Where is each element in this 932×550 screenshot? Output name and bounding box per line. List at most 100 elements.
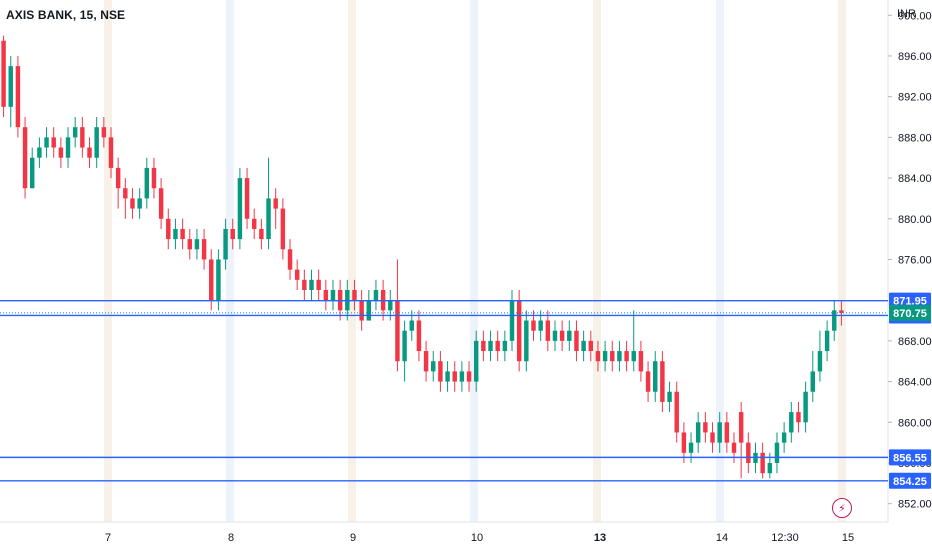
candle[interactable] bbox=[681, 422, 687, 463]
candle[interactable] bbox=[173, 218, 178, 250]
candle[interactable] bbox=[832, 300, 837, 341]
candle[interactable] bbox=[423, 340, 429, 382]
candle[interactable] bbox=[717, 412, 722, 453]
candle[interactable] bbox=[123, 178, 128, 219]
candle[interactable] bbox=[466, 361, 472, 392]
candle[interactable] bbox=[22, 117, 28, 199]
candle[interactable] bbox=[94, 117, 99, 168]
candle[interactable] bbox=[87, 137, 92, 168]
candle[interactable] bbox=[80, 117, 85, 158]
candle[interactable] bbox=[352, 279, 357, 311]
candle[interactable] bbox=[459, 361, 465, 392]
horizontal-lines[interactable] bbox=[0, 299, 888, 482]
candle[interactable] bbox=[158, 178, 164, 229]
candle[interactable] bbox=[280, 198, 286, 260]
candle[interactable] bbox=[187, 228, 192, 260]
candle[interactable] bbox=[8, 55, 13, 128]
candle[interactable] bbox=[230, 218, 235, 250]
candle[interactable] bbox=[180, 218, 185, 250]
candle[interactable] bbox=[695, 412, 701, 453]
candle[interactable] bbox=[266, 157, 271, 250]
candle[interactable] bbox=[137, 188, 142, 219]
candle[interactable] bbox=[58, 137, 64, 168]
candle[interactable] bbox=[431, 351, 436, 382]
candle[interactable] bbox=[330, 279, 336, 311]
candle[interactable] bbox=[516, 290, 522, 372]
candle[interactable] bbox=[194, 228, 200, 260]
candle[interactable] bbox=[724, 412, 730, 453]
candle[interactable] bbox=[37, 137, 42, 168]
price-axis[interactable]: 900.00 896.00 892.00 888.00 884.00 880.00 876.… bbox=[888, 10, 932, 511]
candle[interactable] bbox=[638, 340, 644, 382]
candle[interactable] bbox=[817, 330, 823, 382]
candle[interactable] bbox=[452, 361, 457, 392]
candle[interactable] bbox=[294, 259, 300, 290]
candle[interactable] bbox=[781, 422, 787, 453]
candle[interactable] bbox=[251, 208, 257, 240]
candle[interactable] bbox=[359, 290, 364, 331]
candle[interactable] bbox=[796, 401, 801, 433]
candle[interactable] bbox=[839, 300, 844, 326]
candle[interactable] bbox=[524, 310, 529, 372]
candle[interactable] bbox=[559, 320, 565, 352]
candle[interactable] bbox=[552, 320, 558, 352]
candle[interactable] bbox=[151, 157, 157, 199]
candle[interactable] bbox=[108, 127, 114, 179]
candle[interactable] bbox=[595, 340, 601, 372]
time-axis[interactable]: 7 8 9 10 13 14 12:30 15 bbox=[105, 532, 854, 544]
candle[interactable] bbox=[302, 269, 307, 301]
candle[interactable] bbox=[624, 340, 629, 372]
candle[interactable] bbox=[323, 279, 329, 311]
candle[interactable] bbox=[581, 330, 586, 362]
candle[interactable] bbox=[631, 310, 636, 372]
candle[interactable] bbox=[44, 127, 49, 158]
candle[interactable] bbox=[774, 432, 780, 474]
candle[interactable] bbox=[660, 351, 665, 413]
candle[interactable] bbox=[473, 330, 479, 392]
candle[interactable] bbox=[51, 127, 56, 158]
candle[interactable] bbox=[373, 279, 379, 311]
candle[interactable] bbox=[824, 320, 830, 362]
candle[interactable] bbox=[438, 351, 443, 392]
candle[interactable] bbox=[602, 340, 608, 372]
candle[interactable] bbox=[767, 452, 773, 479]
candle[interactable] bbox=[760, 442, 765, 479]
candle[interactable] bbox=[810, 351, 815, 402]
candle[interactable] bbox=[130, 188, 135, 219]
candle[interactable] bbox=[645, 361, 651, 402]
candle[interactable] bbox=[545, 310, 551, 352]
candle[interactable] bbox=[1, 35, 6, 118]
candle[interactable] bbox=[495, 330, 500, 362]
candle[interactable] bbox=[803, 381, 808, 433]
candle[interactable] bbox=[610, 340, 615, 372]
candle[interactable] bbox=[144, 157, 150, 209]
candle[interactable] bbox=[115, 157, 121, 209]
candle[interactable] bbox=[567, 320, 572, 352]
candle[interactable] bbox=[703, 412, 708, 443]
candle[interactable] bbox=[588, 330, 594, 362]
candle[interactable] bbox=[481, 330, 486, 362]
candle[interactable] bbox=[653, 351, 658, 402]
candle[interactable] bbox=[237, 167, 243, 250]
candle[interactable] bbox=[15, 55, 21, 138]
lightning-icon[interactable]: ⚡ bbox=[832, 498, 852, 518]
candle[interactable] bbox=[445, 361, 450, 392]
candle[interactable] bbox=[223, 218, 228, 270]
candle[interactable] bbox=[72, 117, 78, 148]
candle[interactable] bbox=[789, 401, 794, 443]
candle[interactable] bbox=[710, 422, 715, 453]
candle[interactable] bbox=[509, 290, 515, 352]
candle[interactable] bbox=[309, 269, 314, 301]
candle[interactable] bbox=[617, 340, 622, 372]
candle[interactable] bbox=[502, 330, 508, 362]
candle[interactable] bbox=[738, 401, 744, 479]
candle[interactable] bbox=[488, 330, 493, 362]
candle[interactable] bbox=[101, 117, 107, 148]
candle[interactable] bbox=[688, 432, 694, 463]
candle[interactable] bbox=[574, 320, 579, 362]
candle[interactable] bbox=[287, 239, 293, 280]
candle[interactable] bbox=[65, 127, 71, 168]
candle[interactable] bbox=[244, 167, 250, 229]
